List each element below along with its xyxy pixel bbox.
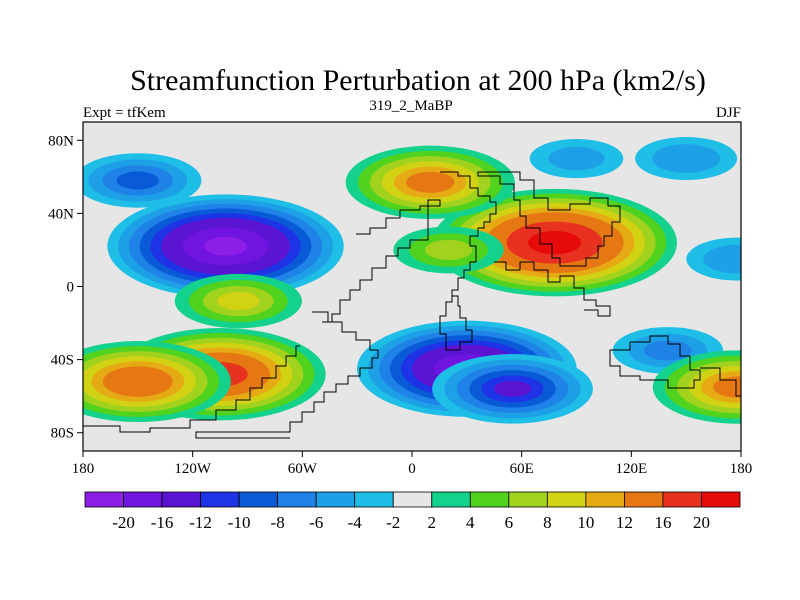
colorbar-swatch [431, 491, 471, 508]
colorbar: -20 -16 -12 -10 -8 -6 -4 -2 2 4 6 8 10 12 16 20 [84, 491, 741, 532]
x-tick-label: 0 [408, 461, 416, 477]
x-tick-label: 60W [288, 461, 318, 477]
y-tick-label: 0 [67, 280, 75, 296]
contour-band [493, 380, 532, 397]
contour-feature-high [83, 341, 231, 423]
run-label: 319_2_MaBP [369, 98, 452, 114]
colorbar-label: -4 [348, 513, 363, 532]
y-axis: 80N 40N 0 40S 80S [48, 133, 83, 442]
contour-band [406, 171, 455, 193]
contour-feature-high [345, 145, 515, 220]
colorbar-swatch [200, 491, 240, 508]
contour-feature-low [686, 237, 741, 281]
colorbar-label: 10 [577, 513, 594, 532]
contour-feature-low [635, 137, 738, 181]
colorbar-swatch [238, 491, 279, 508]
colorbar-label: 2 [428, 513, 437, 532]
colorbar-swatch [508, 491, 548, 508]
contour-band [204, 236, 248, 256]
colorbar-swatch [624, 491, 664, 508]
colorbar-swatch [354, 491, 394, 508]
colorbar-label: -10 [228, 513, 251, 532]
contour-feature-low [107, 194, 344, 299]
y-tick-label: 40S [51, 353, 74, 369]
contour-band [102, 366, 173, 397]
colorbar-swatch [392, 491, 433, 508]
colorbar-label: 6 [505, 513, 514, 532]
chart-title: Streamfunction Perturbation at 200 hPa (… [130, 64, 706, 97]
colorbar-label: -16 [151, 513, 174, 532]
contour-feature-high [393, 226, 504, 274]
coastline-india-seasia [494, 261, 611, 317]
colorbar-swatch [546, 491, 587, 508]
colorbar-label: -12 [189, 513, 212, 532]
contour-band [527, 230, 582, 255]
y-tick-label: 80S [51, 426, 74, 442]
contour-feature-high [652, 350, 741, 424]
contour-band [217, 292, 260, 311]
coastline-north-america [322, 199, 441, 323]
x-tick-label: 120E [615, 461, 647, 477]
colorbar-swatch [701, 491, 741, 508]
colorbar-swatch [161, 491, 201, 508]
continent-outlines [83, 171, 741, 439]
contour-band [703, 244, 741, 274]
colorbar-label: -8 [271, 513, 285, 532]
contour-band [424, 239, 473, 260]
colorbar-label: -6 [309, 513, 323, 532]
colorbar-swatch [585, 491, 625, 508]
x-tick-label: 120W [174, 461, 212, 477]
coastline-asia [477, 171, 621, 267]
colorbar-swatch [84, 491, 124, 508]
colorbar-swatch [277, 491, 317, 508]
colorbar-label: -2 [386, 513, 400, 532]
contour-band [116, 171, 160, 190]
season-label: DJF [716, 105, 741, 121]
contour-feature-low [432, 354, 593, 424]
colorbar-swatch [123, 491, 163, 508]
colorbar-label: 20 [693, 513, 710, 532]
x-tick-label: 180 [730, 461, 753, 477]
coastline-south-america [195, 311, 379, 439]
y-tick-label: 40N [48, 206, 74, 222]
experiment-label: Expt = tfKem [83, 105, 166, 121]
colorbar-swatch [662, 491, 702, 508]
map-area [82, 121, 742, 452]
colorbar-label: 8 [543, 513, 552, 532]
contour-feature-low [83, 153, 202, 208]
y-tick-label: 80N [48, 133, 74, 149]
x-tick-label: 60E [510, 461, 534, 477]
colorbar-label: -20 [112, 513, 135, 532]
coastline-africa-europe [439, 171, 497, 351]
coastline-pacific-islands [700, 367, 741, 397]
colorbar-label: 12 [616, 513, 633, 532]
colorbar-swatch [315, 491, 356, 508]
coastline-australia [609, 335, 701, 389]
x-tick-label: 180 [72, 461, 95, 477]
x-axis: 180 120W 60W 0 60E 120E 180 [72, 451, 753, 477]
contour-band [548, 146, 605, 171]
contour-feature-high [432, 188, 677, 297]
colorbar-swatch [469, 491, 510, 508]
colorbar-label: 16 [654, 513, 671, 532]
contour-feature-low [529, 138, 624, 179]
contour-feature-high [174, 273, 302, 329]
contour-band [713, 376, 741, 398]
coastline-antarctic-margin [83, 345, 300, 433]
colorbar-label: 4 [466, 513, 475, 532]
contour-band [652, 144, 721, 173]
